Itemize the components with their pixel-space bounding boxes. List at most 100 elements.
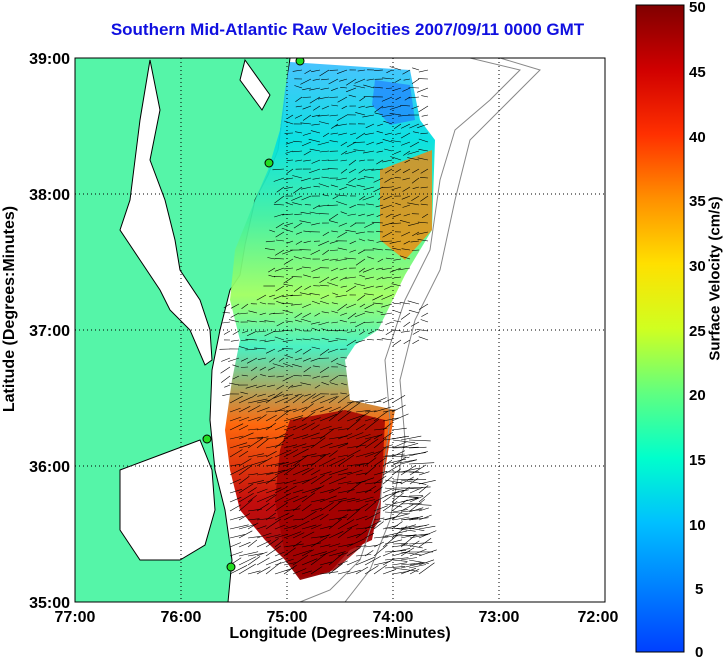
velocity-arrow [312,204,321,210]
velocity-arrow [269,312,276,315]
velocity-arrow [329,240,339,244]
velocity-arrow [380,312,393,316]
velocity-arrow [354,78,366,84]
velocity-arrow [382,423,392,431]
velocity-arrow [256,479,276,485]
velocity-arrow [418,549,437,557]
velocity-arrow [392,527,416,532]
velocity-arrow [240,391,249,395]
velocity-arrow [408,486,431,489]
velocity-arrow [295,96,303,103]
velocity-arrow [358,105,366,108]
velocity-arrow [292,423,307,431]
velocity-arrow [340,87,348,89]
velocity-arrow [391,544,408,548]
velocity-arrow [337,96,348,103]
velocity-arrow [339,78,348,82]
velocity-arrow [382,551,394,557]
velocity-arrow [283,444,298,449]
velocity-arrow [228,319,240,323]
velocity-arrow [319,476,333,485]
x-tick: 75:00 [267,609,308,626]
velocity-arrow [358,249,366,254]
velocity-arrow [274,482,286,485]
velocity-arrow [337,443,349,449]
velocity-arrow [364,410,377,413]
velocity-arrow [364,556,381,566]
velocity-arrow [274,409,291,422]
velocity-arrow [376,231,384,233]
velocity-arrow [338,132,348,136]
x-axis-ticks: 77:00 76:00 75:00 74:00 73:00 72:00 [55,609,619,626]
velocity-arrow [401,195,411,200]
velocity-arrow [384,527,411,529]
grid-lines [75,58,605,602]
velocity-arrow [319,413,337,422]
velocity-arrow [364,303,375,310]
colorbar-tick: 40 [689,129,706,146]
velocity-arrow [408,559,429,564]
velocity-arrow [373,397,387,404]
velocity-arrow [302,303,312,308]
velocity-arrow [355,526,375,530]
velocity-arrow [292,532,305,539]
velocity-arrow [283,415,304,422]
velocity-arrow [385,257,393,260]
velocity-arrow [392,309,402,314]
velocity-arrow [407,157,420,161]
velocity-arrow [294,328,303,332]
velocity-arrow [311,123,321,126]
velocity-arrow [384,539,403,545]
velocity-arrow [265,469,286,476]
velocity-arrow [309,293,321,296]
velocity-arrow [340,392,348,395]
velocity-arrow [382,534,398,548]
velocity-arrow [402,177,411,181]
velocity-arrow [265,534,281,539]
velocity-arrow [317,141,330,146]
velocity-arrow [229,534,246,539]
velocity-arrow [247,556,261,566]
velocity-arrow [240,357,249,362]
velocity-arrow [372,302,384,305]
velocity-arrow [220,366,231,374]
velocity-arrow [340,285,348,288]
velocity-arrow [265,240,276,243]
velocity-arrow [328,563,343,575]
velocity-arrow [340,141,348,147]
colorbar-tick: 10 [689,517,706,534]
velocity-arrow [408,451,428,457]
velocity-arrow [256,414,267,422]
velocity-arrow [310,249,321,255]
velocity-arrow [229,423,244,431]
velocity-arrow [376,276,384,280]
velocity-arrow [337,560,348,566]
velocity-arrow [310,417,321,422]
velocity-arrow [283,525,297,530]
velocity-arrow [373,406,392,413]
velocity-arrow [391,521,403,530]
velocity-arrow [348,168,357,174]
velocity-arrow [347,213,357,216]
velocity-arrow [312,393,321,399]
velocity-arrow [229,395,243,404]
velocity-arrow [265,538,279,548]
velocity-arrow [385,330,393,335]
velocity-arrow [292,518,304,521]
y-axis-ticks: 39:00 38:00 37:00 36:00 35:00 [29,51,70,612]
velocity-arrow [345,229,357,233]
velocity-arrow [382,77,393,80]
velocity-arrow [355,451,375,458]
velocity-arrow [337,519,355,530]
velocity-arrow [310,566,323,575]
velocity-arrow [330,184,339,188]
velocity-arrow [232,330,240,335]
velocity-arrow [400,476,415,485]
velocity-arrow [393,87,402,91]
velocity-arrow [364,544,379,548]
velocity-arrow [330,357,339,363]
velocity-arrow [339,267,348,271]
velocity-arrow [346,538,366,548]
velocity-arrow [412,131,420,134]
velocity-arrow [319,544,331,548]
